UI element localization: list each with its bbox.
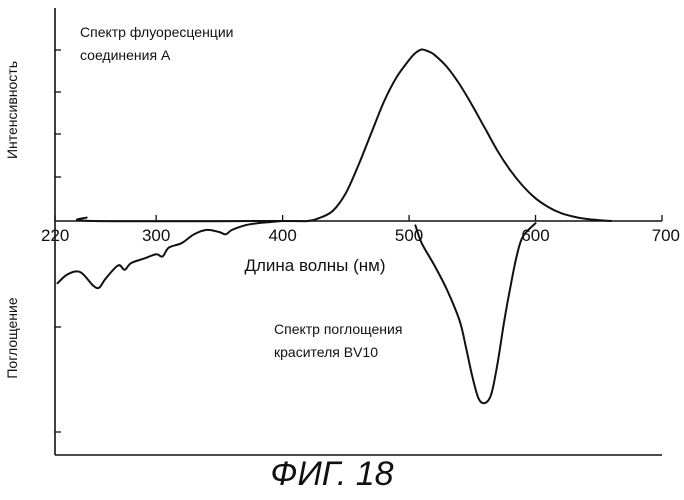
x-tick-label: 700	[652, 226, 680, 245]
fluorescence-annotation-line-1: Спектр флуоресценции	[80, 24, 233, 40]
fluorescence-curve	[77, 49, 612, 221]
y-axis-label-absorption: Поглощение	[4, 297, 20, 378]
figure-canvas: 220 300 400 500 600 700 Длина волны (нм) Инте…	[0, 0, 684, 500]
absorption-curve-visible	[415, 223, 535, 403]
x-axis-title: Длина волны (нм)	[244, 256, 385, 275]
x-tick-labels: 220 300 400 500 600 700	[41, 226, 680, 245]
x-tick-label: 600	[521, 226, 549, 245]
absorption-annotation-line-2: красителя BV10	[274, 344, 378, 360]
figure-caption: ФИГ. 18	[270, 455, 393, 493]
absorption-annotation-line-1: Спектр поглощения	[274, 321, 402, 337]
fluorescence-annotation-line-2: соединения А	[80, 47, 171, 63]
x-tick-label: 400	[268, 226, 296, 245]
y-axis-label-intensity: Интенсивность	[4, 61, 20, 159]
x-tick-label: 220	[41, 226, 69, 245]
x-tick-label: 500	[395, 226, 423, 245]
x-tick-label: 300	[142, 226, 170, 245]
